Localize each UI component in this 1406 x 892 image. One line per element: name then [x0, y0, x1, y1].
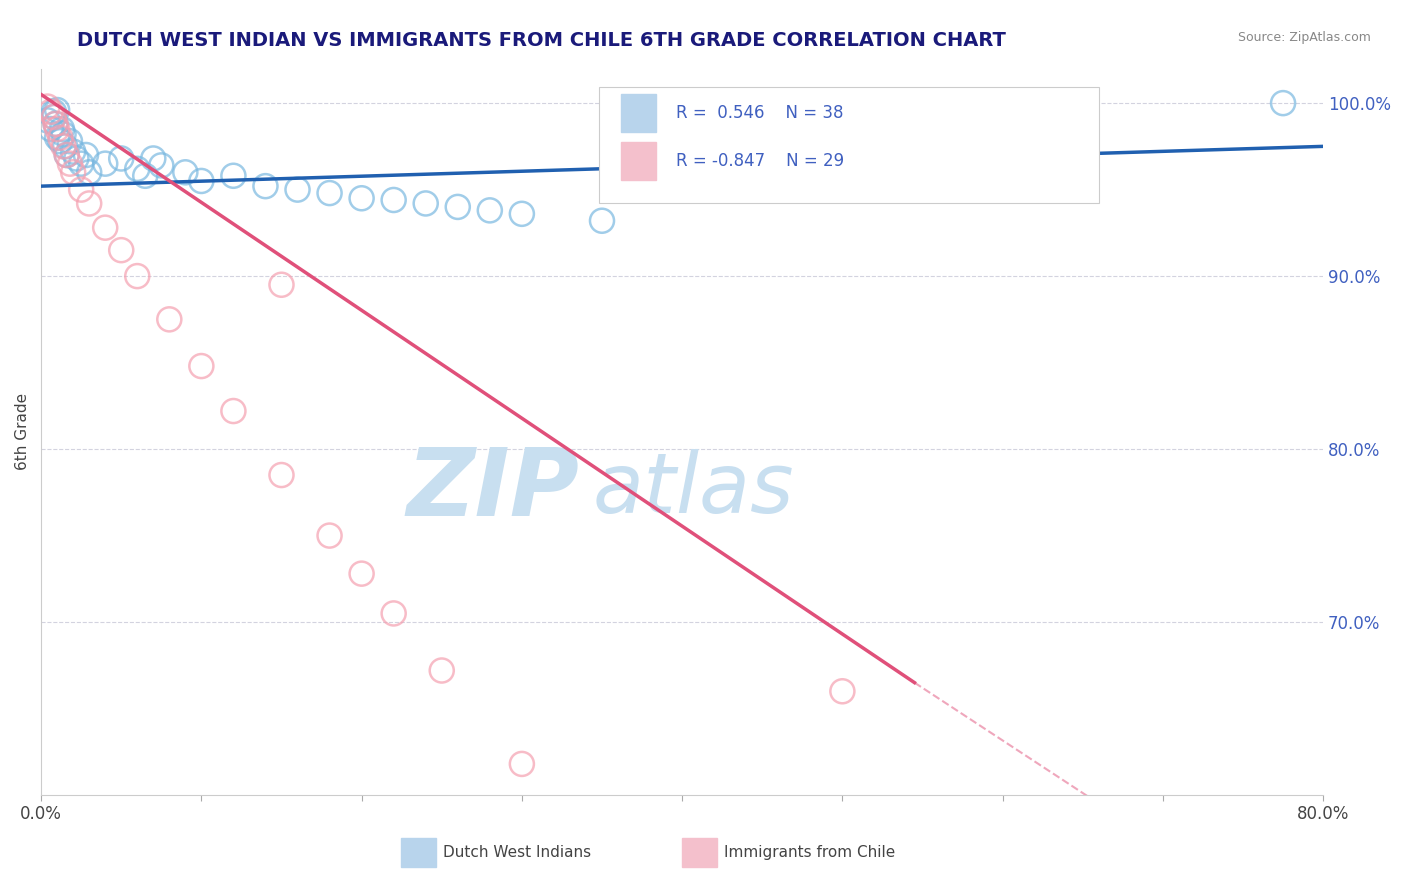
Point — [37, 99, 59, 113]
Point — [75, 148, 97, 162]
Point — [62, 165, 84, 179]
Point — [222, 169, 245, 183]
Point — [39, 104, 62, 119]
Point — [70, 156, 93, 170]
Point — [94, 156, 117, 170]
Point — [127, 269, 149, 284]
Point — [110, 243, 132, 257]
Y-axis label: 6th Grade: 6th Grade — [15, 393, 30, 470]
Point — [39, 122, 62, 136]
Point — [42, 110, 65, 124]
Point — [430, 664, 453, 678]
Point — [70, 183, 93, 197]
Point — [591, 213, 613, 227]
Point — [222, 404, 245, 418]
Point — [134, 169, 156, 183]
Point — [382, 193, 405, 207]
Point — [42, 104, 65, 119]
Point — [318, 186, 340, 200]
Point — [287, 183, 309, 197]
Text: atlas: atlas — [592, 450, 794, 531]
Point — [55, 148, 77, 162]
Point — [52, 128, 75, 142]
Point — [478, 203, 501, 218]
Point — [65, 152, 87, 166]
Point — [51, 122, 73, 136]
Point — [174, 165, 197, 179]
Point — [37, 113, 59, 128]
Point — [382, 607, 405, 621]
Point — [44, 117, 66, 131]
Point — [44, 117, 66, 131]
Text: DUTCH WEST INDIAN VS IMMIGRANTS FROM CHILE 6TH GRADE CORRELATION CHART: DUTCH WEST INDIAN VS IMMIGRANTS FROM CHI… — [77, 31, 1007, 50]
Point — [157, 312, 180, 326]
Point — [190, 174, 212, 188]
Point — [110, 152, 132, 166]
Point — [190, 359, 212, 373]
Point — [1272, 96, 1295, 111]
Point — [270, 468, 292, 483]
Point — [59, 156, 82, 170]
Point — [59, 134, 82, 148]
Point — [62, 145, 84, 159]
Text: Source: ZipAtlas.com: Source: ZipAtlas.com — [1237, 31, 1371, 45]
Point — [510, 207, 533, 221]
Text: R = -0.847    N = 29: R = -0.847 N = 29 — [676, 152, 844, 169]
Point — [49, 130, 72, 145]
Text: ZIP: ZIP — [406, 444, 579, 536]
Text: Dutch West Indians: Dutch West Indians — [443, 846, 591, 860]
Point — [49, 134, 72, 148]
Point — [447, 200, 470, 214]
FancyBboxPatch shape — [599, 87, 1098, 203]
Point — [270, 277, 292, 292]
Point — [350, 566, 373, 581]
Point — [831, 684, 853, 698]
Point — [510, 756, 533, 771]
FancyBboxPatch shape — [620, 142, 657, 179]
Point — [46, 122, 69, 136]
Point — [46, 130, 69, 145]
Point — [53, 139, 76, 153]
Point — [350, 191, 373, 205]
Point — [42, 110, 65, 124]
Point — [52, 139, 75, 153]
Point — [46, 103, 69, 117]
FancyBboxPatch shape — [620, 94, 657, 132]
Point — [254, 179, 277, 194]
Point — [127, 161, 149, 176]
Point — [415, 196, 437, 211]
Point — [77, 196, 100, 211]
Point — [77, 165, 100, 179]
Point — [55, 148, 77, 162]
Point — [142, 152, 165, 166]
Text: R =  0.546    N = 38: R = 0.546 N = 38 — [676, 103, 844, 121]
Point — [150, 158, 173, 172]
Text: Immigrants from Chile: Immigrants from Chile — [724, 846, 896, 860]
Point — [94, 220, 117, 235]
Point — [318, 528, 340, 542]
